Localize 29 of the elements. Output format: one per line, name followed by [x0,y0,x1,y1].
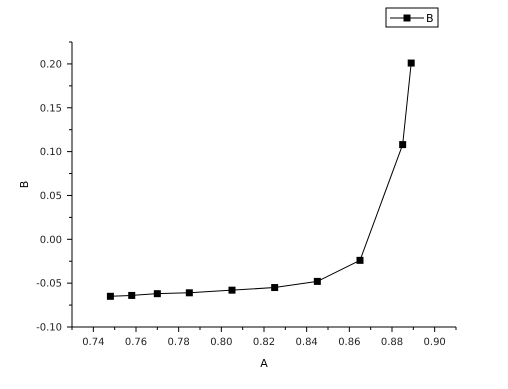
y-tick-label: 0.00 [40,234,62,246]
x-tick-label: 0.76 [124,337,148,348]
x-tick-label: 0.82 [252,337,276,348]
y-tick-label: 0.10 [40,147,62,158]
x-tick-label: 0.80 [210,337,232,348]
point [228,286,236,294]
x-tick-label: 0.88 [380,337,404,348]
point [408,60,415,67]
point [271,284,278,292]
y-tick-label: 0.15 [40,103,62,114]
point [128,292,136,299]
y-tick-label: 0.05 [40,190,62,202]
legend-label: B [426,12,434,25]
x-tick-label: 0.86 [338,337,360,348]
x-tick-label: 0.84 [296,337,318,348]
y-tick-label: -0.10 [36,322,62,334]
point [356,256,364,264]
point [186,289,193,296]
x-tick-label: 0.90 [424,337,446,348]
point [399,141,406,148]
point [314,278,321,285]
x-tick-label: 0.74 [82,337,104,348]
y-tick-label: 0.20 [40,59,62,70]
point [154,290,161,298]
y-axis-title: B [18,180,31,188]
point [106,292,114,300]
x-tick-label: 0.78 [168,337,190,348]
x-axis-title: A [260,357,268,370]
y-tick-label: -0.05 [36,278,62,290]
